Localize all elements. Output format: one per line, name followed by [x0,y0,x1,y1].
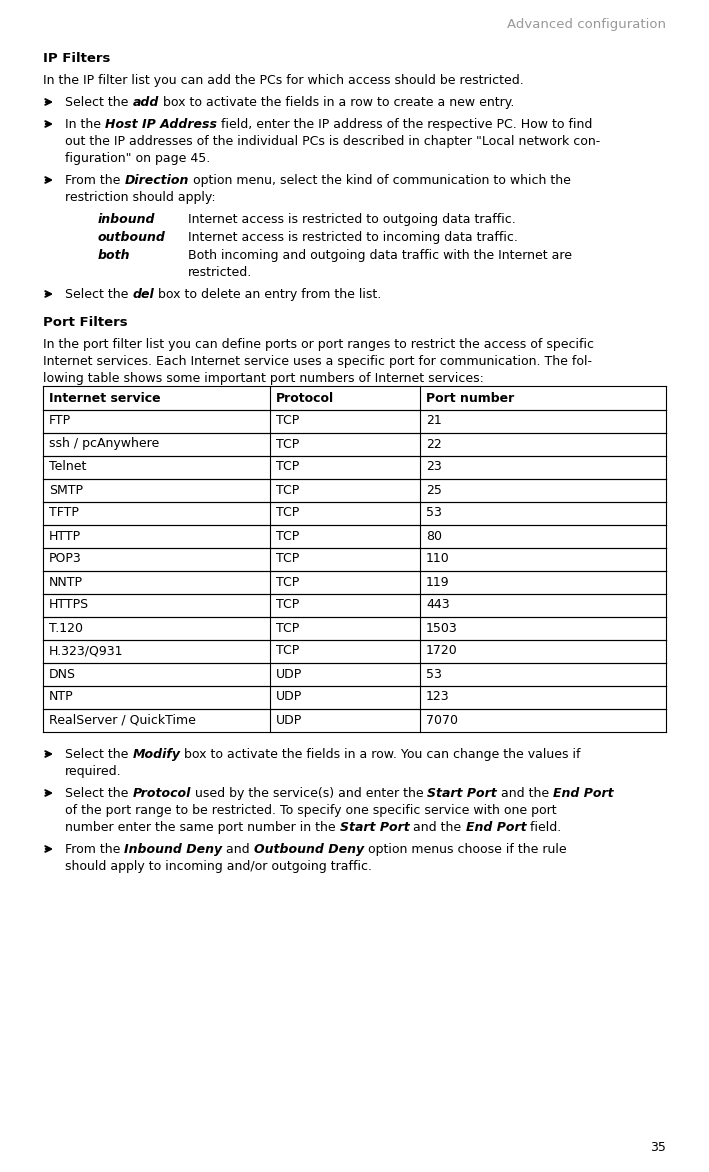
Text: TCP: TCP [276,484,299,497]
Text: Internet access is restricted to incoming data traffic.: Internet access is restricted to incomin… [188,231,518,244]
Text: HTTPS: HTTPS [49,599,89,612]
Text: Select the: Select the [65,96,133,109]
Text: 1720: 1720 [426,645,458,657]
Text: UDP: UDP [276,668,302,681]
Text: Host IP Address: Host IP Address [105,118,217,131]
Text: 119: 119 [426,575,450,588]
Text: Protocol: Protocol [133,788,191,800]
Text: End Port: End Port [466,822,526,834]
Text: and the: and the [497,788,553,800]
Text: 25: 25 [426,484,442,497]
Text: TFTP: TFTP [49,506,79,519]
Text: TCP: TCP [276,645,299,657]
Text: Modify: Modify [133,748,180,761]
Text: H.323/Q931: H.323/Q931 [49,645,123,657]
Text: UDP: UDP [276,714,302,727]
Text: Inbound Deny: Inbound Deny [124,843,223,856]
Text: 1503: 1503 [426,621,458,634]
Text: number enter the same port number in the: number enter the same port number in the [65,822,340,834]
Text: Telnet: Telnet [49,461,86,473]
Text: and the: and the [409,822,466,834]
Text: POP3: POP3 [49,552,82,566]
Text: box to delete an entry from the list.: box to delete an entry from the list. [154,288,381,301]
Text: UDP: UDP [276,690,302,703]
Text: Advanced configuration: Advanced configuration [507,18,666,30]
Text: SMTP: SMTP [49,484,83,497]
Text: required.: required. [65,765,122,778]
Text: T.120: T.120 [49,621,83,634]
Text: TCP: TCP [276,621,299,634]
Text: Internet access is restricted to outgoing data traffic.: Internet access is restricted to outgoin… [188,213,515,226]
Text: figuration" on page 45.: figuration" on page 45. [65,152,211,165]
Text: 7070: 7070 [426,714,458,727]
Text: Select the: Select the [65,288,133,301]
Text: 35: 35 [650,1142,666,1154]
Text: In the port filter list you can define ports or port ranges to restrict the acce: In the port filter list you can define p… [43,338,594,350]
Text: 110: 110 [426,552,450,566]
Text: From the: From the [65,843,124,856]
Text: TCP: TCP [276,506,299,519]
Text: restricted.: restricted. [188,266,252,279]
Text: option menus choose if the rule: option menus choose if the rule [364,843,567,856]
Text: field, enter the IP address of the respective PC. How to find: field, enter the IP address of the respe… [217,118,593,131]
Text: outbound: outbound [98,231,166,244]
Text: both: both [98,248,130,263]
Text: restriction should apply:: restriction should apply: [65,191,216,204]
Text: 53: 53 [426,506,442,519]
Text: Port Filters: Port Filters [43,316,128,329]
Text: should apply to incoming and/or outgoing traffic.: should apply to incoming and/or outgoing… [65,860,372,873]
Text: Both incoming and outgoing data traffic with the Internet are: Both incoming and outgoing data traffic … [188,248,572,263]
Text: TCP: TCP [276,461,299,473]
Text: 53: 53 [426,668,442,681]
Text: HTTP: HTTP [49,530,81,543]
Text: Select the: Select the [65,748,133,761]
Text: Outbound Deny: Outbound Deny [254,843,364,856]
Text: FTP: FTP [49,415,71,428]
Text: Protocol: Protocol [276,391,334,404]
Text: In the: In the [65,118,105,131]
Text: box to activate the fields in a row to create a new entry.: box to activate the fields in a row to c… [159,96,514,109]
Text: 123: 123 [426,690,450,703]
Text: box to activate the fields in a row. You can change the values if: box to activate the fields in a row. You… [180,748,581,761]
Text: IP Filters: IP Filters [43,52,111,64]
Text: and: and [223,843,254,856]
Text: 22: 22 [426,437,442,450]
Text: Direction: Direction [124,173,189,188]
Text: TCP: TCP [276,437,299,450]
Text: Start Port: Start Port [340,822,409,834]
Text: DNS: DNS [49,668,76,681]
Text: ssh / pcAnywhere: ssh / pcAnywhere [49,437,160,450]
Text: TCP: TCP [276,415,299,428]
Text: NNTP: NNTP [49,575,83,588]
Text: TCP: TCP [276,552,299,566]
Text: Start Port: Start Port [428,788,497,800]
Text: From the: From the [65,173,124,188]
Text: Internet service: Internet service [49,391,161,404]
Text: TCP: TCP [276,530,299,543]
Text: TCP: TCP [276,575,299,588]
Text: In the IP filter list you can add the PCs for which access should be restricted.: In the IP filter list you can add the PC… [43,74,524,87]
Text: NTP: NTP [49,690,74,703]
Text: inbound: inbound [98,213,155,226]
Text: 443: 443 [426,599,450,612]
Text: field.: field. [526,822,562,834]
Text: add: add [133,96,159,109]
Text: Port number: Port number [426,391,514,404]
Text: Internet services. Each Internet service uses a specific port for communication.: Internet services. Each Internet service… [43,355,592,368]
Text: of the port range to be restricted. To specify one specific service with one por: of the port range to be restricted. To s… [65,804,557,817]
Text: lowing table shows some important port numbers of Internet services:: lowing table shows some important port n… [43,372,484,384]
Text: del: del [133,288,154,301]
Text: out the IP addresses of the individual PCs is described in chapter "Local networ: out the IP addresses of the individual P… [65,135,601,148]
Text: used by the service(s) and enter the: used by the service(s) and enter the [191,788,428,800]
Text: TCP: TCP [276,599,299,612]
Text: 80: 80 [426,530,442,543]
Text: RealServer / QuickTime: RealServer / QuickTime [49,714,196,727]
Text: End Port: End Port [553,788,614,800]
Text: option menu, select the kind of communication to which the: option menu, select the kind of communic… [189,173,571,188]
Text: 21: 21 [426,415,442,428]
Text: 23: 23 [426,461,442,473]
Text: Select the: Select the [65,788,133,800]
